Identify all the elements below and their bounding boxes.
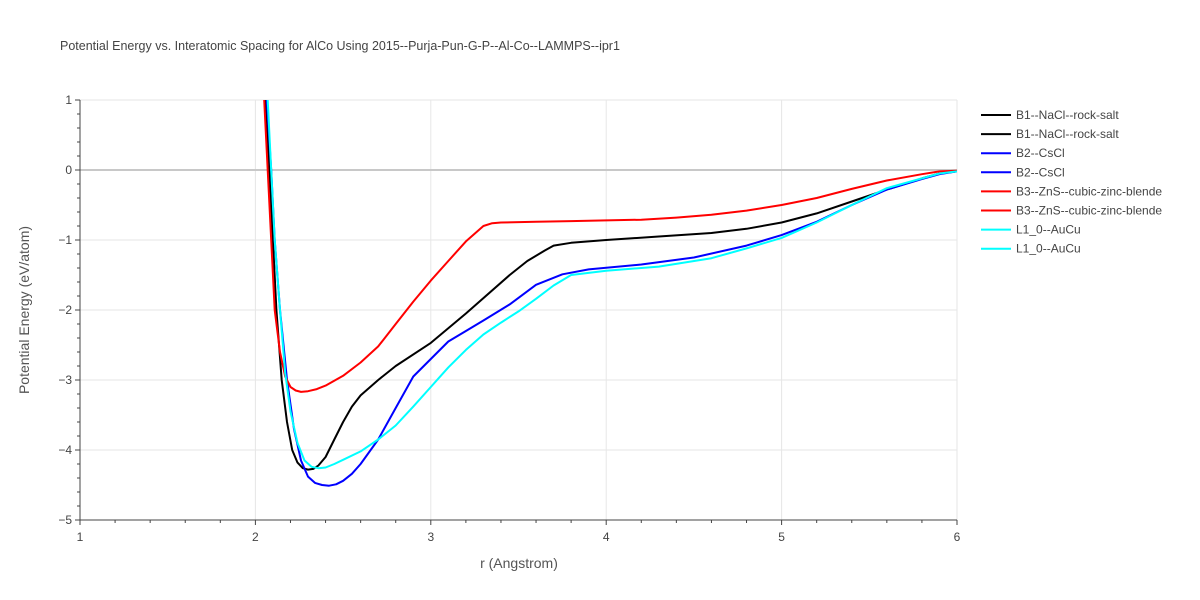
tick-labels: 1 2 3 4 5 6 1 0 −1 −2 −3 −4 −5 xyxy=(58,93,960,544)
legend-label: B2--CsCl xyxy=(1016,165,1065,179)
legend-item[interactable]: B1--NaCl--rock-salt xyxy=(981,127,1119,141)
legend-label: B2--CsCl xyxy=(1016,146,1065,160)
legend-label: L1_0--AuCu xyxy=(1016,223,1081,237)
y-tick-label: −5 xyxy=(58,513,72,527)
y-axis-label: Potential Energy (eV/atom) xyxy=(16,226,32,394)
chart-title: Potential Energy vs. Interatomic Spacing… xyxy=(60,39,620,53)
y-tick-label: −4 xyxy=(58,443,72,457)
axes xyxy=(75,99,958,525)
legend-label: B3--ZnS--cubic-zinc-blende xyxy=(1016,184,1162,198)
x-tick-label: 1 xyxy=(77,530,84,544)
plot-area[interactable] xyxy=(263,100,957,487)
legend-label: L1_0--AuCu xyxy=(1016,242,1081,256)
legend-item[interactable]: B2--CsCl xyxy=(981,165,1065,179)
legend-label: B1--NaCl--rock-salt xyxy=(1016,127,1119,141)
legend-item[interactable]: L1_0--AuCu xyxy=(981,223,1081,237)
y-tick-label: 0 xyxy=(65,163,72,177)
legend-item[interactable]: B1--NaCl--rock-salt xyxy=(981,108,1119,122)
series-line-1[interactable] xyxy=(264,100,957,471)
legend-label: B3--ZnS--cubic-zinc-blende xyxy=(1016,204,1162,218)
legend-item[interactable]: B2--CsCl xyxy=(981,146,1065,160)
y-tick-label: −1 xyxy=(58,233,72,247)
x-tick-label: 2 xyxy=(252,530,259,544)
series-line-5[interactable] xyxy=(263,100,957,393)
legend-label: B1--NaCl--rock-salt xyxy=(1016,108,1119,122)
legend-item[interactable]: B3--ZnS--cubic-zinc-blende xyxy=(981,184,1162,198)
series-line-7[interactable] xyxy=(266,100,957,470)
x-axis-label: r (Angstrom) xyxy=(480,555,558,571)
legend-item[interactable]: L1_0--AuCu xyxy=(981,242,1081,256)
series-line-3[interactable] xyxy=(265,100,957,487)
x-tick-label: 6 xyxy=(954,530,961,544)
x-tick-label: 3 xyxy=(427,530,434,544)
y-tick-label: −3 xyxy=(58,373,72,387)
y-tick-label: −2 xyxy=(58,303,72,317)
legend[interactable]: B1--NaCl--rock-salt B1--NaCl--rock-salt B2… xyxy=(981,108,1162,256)
legend-item[interactable]: B3--ZnS--cubic-zinc-blende xyxy=(981,204,1162,218)
grid xyxy=(80,99,958,520)
x-tick-label: 5 xyxy=(778,530,785,544)
x-tick-label: 4 xyxy=(603,530,610,544)
y-tick-label: 1 xyxy=(65,93,72,107)
